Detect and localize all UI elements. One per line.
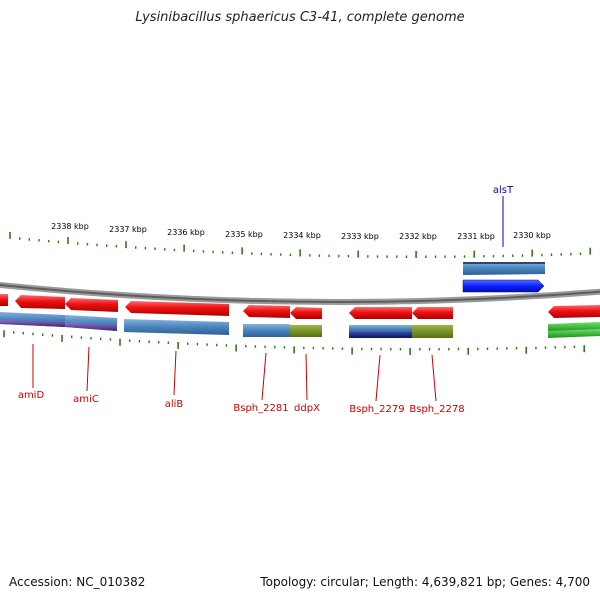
gene-label-amiD[interactable]: amiD xyxy=(18,390,45,401)
cds-arrow-Bsph_2278[interactable] xyxy=(412,307,453,319)
cds-track-minus xyxy=(0,294,600,319)
cds-arrow-ddpX[interactable] xyxy=(290,307,322,319)
tick-label: 2331 kbp xyxy=(457,232,495,241)
product-bar-Bsph_2278[interactable] xyxy=(412,325,453,338)
gene-label-Bsph_2281[interactable]: Bsph_2281 xyxy=(233,403,288,414)
product-bar-right-edge-lower[interactable] xyxy=(548,329,600,338)
product-bar-amiD-lower[interactable] xyxy=(0,320,65,327)
tick-label: 2332 kbp xyxy=(399,232,437,241)
product-track-minus xyxy=(0,312,600,338)
tick-label: 2338 kbp xyxy=(51,222,89,231)
gene-label-Bsph_2278[interactable]: Bsph_2278 xyxy=(409,404,464,415)
map-title: Lysinibacillus sphaericus C3-41, complet… xyxy=(135,10,465,25)
tick-labels: 2338 kbp 2337 kbp 2336 kbp 2335 kbp 2334… xyxy=(51,222,551,241)
gene-labels: amiD amiC aliB Bsph_2281 ddpX Bsph_2279 … xyxy=(18,185,514,415)
tick-label: 2330 kbp xyxy=(513,231,551,240)
gene-label-Bsph_2279[interactable]: Bsph_2279 xyxy=(349,404,404,415)
cds-arrow-aliB[interactable] xyxy=(125,301,229,316)
tick-label: 2335 kbp xyxy=(225,230,263,239)
product-bar-amiC-lower[interactable] xyxy=(65,323,117,331)
cds-arrow-Bsph_2279[interactable] xyxy=(349,307,412,319)
accession-text: Accession: NC_010382 xyxy=(9,575,146,589)
product-bar-Bsph_2279-lower[interactable] xyxy=(349,332,412,338)
tick-label: 2334 kbp xyxy=(283,231,321,240)
gene-alsT-product-bar[interactable] xyxy=(463,262,545,275)
product-bar-aliB[interactable] xyxy=(124,319,229,335)
gene-label-ddpX[interactable]: ddpX xyxy=(294,403,320,414)
cds-arrow-left-edge[interactable] xyxy=(0,294,8,306)
genome-summary-text: Topology: circular; Length: 4,639,821 bp… xyxy=(260,575,590,589)
cds-arrow-right-edge[interactable] xyxy=(548,305,600,318)
backbone xyxy=(0,281,600,305)
upper-tick-row xyxy=(9,231,592,258)
gene-alsT[interactable] xyxy=(462,262,545,293)
gene-label-aliB[interactable]: aliB xyxy=(165,399,184,410)
gene-label-alsT[interactable]: alsT xyxy=(493,185,514,196)
gene-alsT-cds-arrow[interactable] xyxy=(462,279,545,293)
gene-label-amiC[interactable]: amiC xyxy=(73,394,99,405)
tick-label: 2337 kbp xyxy=(109,225,147,234)
tick-label: 2336 kbp xyxy=(167,228,205,237)
tick-label: 2333 kbp xyxy=(341,232,379,241)
cds-arrow-amiC[interactable] xyxy=(65,298,118,312)
product-bar-Bsph_2279[interactable] xyxy=(349,325,412,333)
lower-tick-row xyxy=(3,330,586,355)
product-bar-ddpX[interactable] xyxy=(290,325,322,337)
cds-arrow-amiD[interactable] xyxy=(15,295,65,309)
cds-arrow-Bsph_2281[interactable] xyxy=(243,305,290,318)
product-bar-Bsph_2281[interactable] xyxy=(243,324,290,337)
gene-label-leaders xyxy=(32,196,504,402)
